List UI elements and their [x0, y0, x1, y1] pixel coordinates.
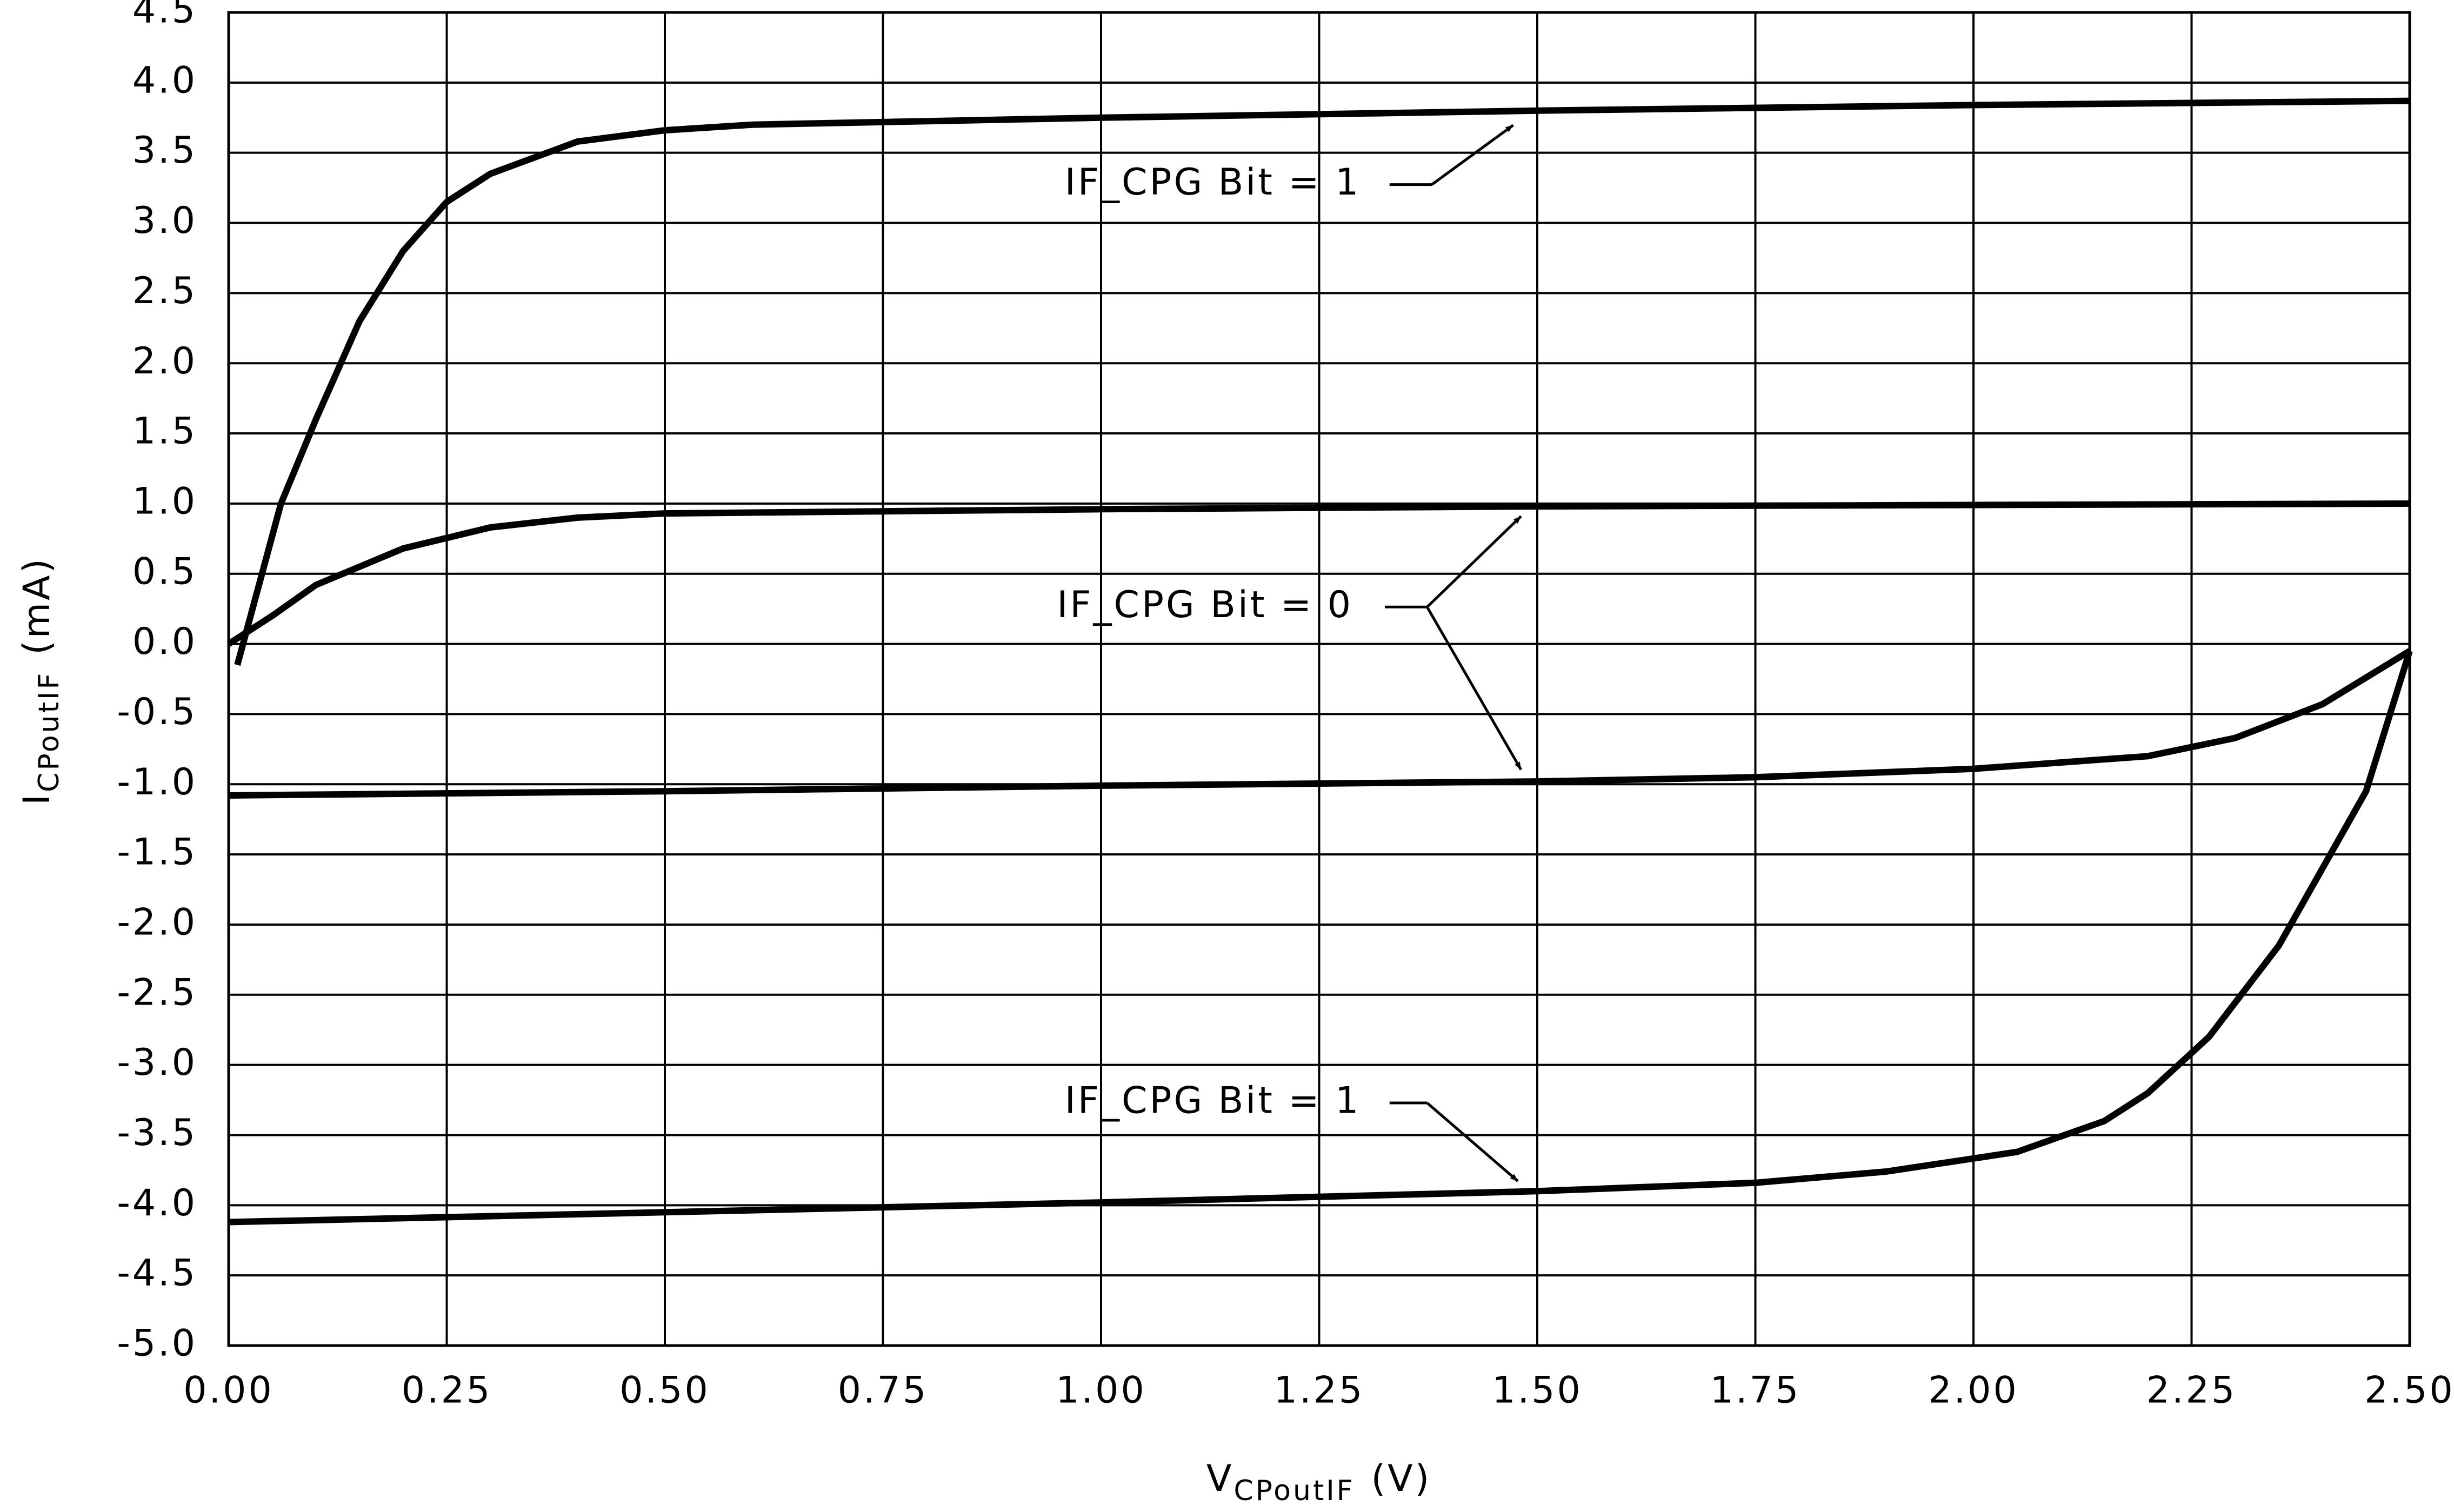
annotation: IF_CPG Bit = 1: [1065, 1080, 1361, 1122]
y-tick-label: -4.5: [117, 1252, 197, 1295]
y-tick-label: -5.0: [117, 1322, 197, 1365]
y-tick-label: 2.0: [132, 340, 197, 383]
y-tick-label: -1.0: [117, 761, 197, 804]
x-label-sub: CPoutIF: [1233, 1475, 1355, 1507]
y-tick-label: 0.0: [132, 620, 197, 663]
y-tick-label: 1.0: [132, 480, 197, 523]
x-tick-label: 0.00: [183, 1369, 274, 1412]
y-tick-label: -2.0: [117, 901, 197, 944]
x-label-main: V: [1206, 1457, 1234, 1500]
y-tick-label: -4.0: [117, 1182, 197, 1225]
arrow: [1426, 515, 1522, 608]
y-label-unit: (mA): [16, 557, 58, 655]
x-tick-label: 1.25: [1274, 1369, 1364, 1412]
arrow: [1426, 1102, 1519, 1182]
y-tick-label: 3.5: [132, 129, 197, 172]
annotation: IF_CPG Bit = 0: [1057, 584, 1353, 626]
data-line: [226, 500, 2410, 647]
y-tick-label: 1.5: [132, 410, 197, 453]
y-label-sub: CPoutIF: [33, 671, 65, 792]
y-tick-label: 4.5: [132, 0, 197, 32]
x-tick-label: 1.75: [1710, 1369, 1801, 1412]
arrow: [1426, 606, 1523, 771]
x-tick-label: 2.50: [2364, 1369, 2454, 1412]
x-tick-label: 1.50: [1492, 1369, 1582, 1412]
x-axis-label: VCPoutIF (V): [1206, 1457, 1431, 1507]
x-tick-label: 0.25: [402, 1369, 492, 1412]
x-tick-label: 0.75: [838, 1369, 928, 1412]
x-tick-label: 0.50: [619, 1369, 710, 1412]
y-label-main: I: [16, 792, 58, 805]
y-tick-label: 2.5: [132, 270, 197, 312]
y-axis-label: ICPoutIF (mA): [16, 557, 65, 805]
data-line: [234, 97, 2410, 666]
y-tick-label: -2.5: [117, 971, 197, 1014]
y-tick-label: -3.5: [117, 1112, 197, 1154]
y-tick-label: 4.0: [132, 59, 197, 102]
plot-frame: [227, 11, 2411, 1347]
y-tick-label: 3.0: [132, 199, 197, 242]
x-label-unit: (V): [1371, 1457, 1432, 1500]
x-tick-label: 2.25: [2146, 1369, 2237, 1412]
y-tick-label: 0.5: [132, 550, 197, 593]
y-tick-label: -1.5: [117, 831, 197, 874]
y-tick-label: -3.0: [117, 1041, 197, 1084]
y-tick-label: -0.5: [117, 691, 197, 733]
arrow: [1431, 124, 1514, 186]
x-tick-label: 2.00: [1928, 1369, 2018, 1412]
x-tick-label: 1.00: [1056, 1369, 1146, 1412]
data-line: [228, 648, 2412, 799]
data-line: [228, 650, 2413, 1226]
annotation: IF_CPG Bit = 1: [1065, 161, 1361, 204]
